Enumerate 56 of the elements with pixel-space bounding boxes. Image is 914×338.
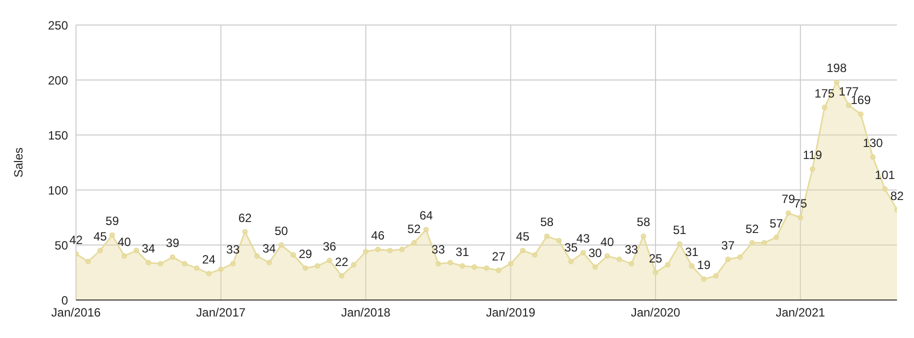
data-label: 79 xyxy=(782,192,796,206)
y-axis-title: Sales xyxy=(11,147,26,178)
data-label: 57 xyxy=(770,216,784,230)
data-label: 50 xyxy=(274,224,288,238)
data-label: 22 xyxy=(334,254,349,269)
data-label: 40 xyxy=(600,235,614,249)
y-tick-label: 50 xyxy=(54,238,68,252)
data-label: 27 xyxy=(492,249,506,264)
x-tick-label: Jan/2019 xyxy=(486,306,536,320)
data-label: 39 xyxy=(166,236,180,250)
data-label: 36 xyxy=(322,239,337,254)
data-label: 19 xyxy=(697,258,711,272)
data-label: 58 xyxy=(636,215,650,230)
data-label: 46 xyxy=(371,228,385,242)
data-label: 52 xyxy=(407,222,422,236)
data-label: 33 xyxy=(226,242,240,257)
data-label: 24 xyxy=(202,252,216,267)
data-label: 37 xyxy=(721,238,735,252)
data-label: 34 xyxy=(262,242,276,256)
data-label: 82 xyxy=(890,188,904,203)
y-tick-label: 200 xyxy=(48,73,68,88)
data-label: 33 xyxy=(432,242,446,257)
x-tick-label: Jan/2018 xyxy=(341,306,391,320)
data-label: 175 xyxy=(814,86,835,100)
data-label: 130 xyxy=(862,136,884,150)
y-tick-label: 150 xyxy=(48,128,68,142)
data-label: 101 xyxy=(874,168,896,182)
data-label: 29 xyxy=(298,247,312,262)
data-label: 35 xyxy=(564,240,578,254)
data-label: 31 xyxy=(685,244,699,259)
x-tick-label: Jan/2020 xyxy=(630,306,681,320)
data-label: 62 xyxy=(238,210,252,225)
data-label: 75 xyxy=(794,196,808,210)
data-label: 58 xyxy=(540,215,554,230)
data-label: 40 xyxy=(118,235,132,249)
data-label: 119 xyxy=(802,148,822,162)
y-tick-label: 250 xyxy=(48,18,68,32)
data-label: 198 xyxy=(826,61,847,76)
data-label: 45 xyxy=(93,230,108,244)
data-label: 64 xyxy=(419,208,434,223)
data-label: 42 xyxy=(69,232,83,247)
data-label: 52 xyxy=(745,222,760,236)
data-label: 43 xyxy=(576,232,590,246)
data-label: 31 xyxy=(456,244,470,259)
data-label: 33 xyxy=(624,242,638,257)
data-label: 30 xyxy=(588,246,602,260)
x-tick-label: Jan/2017 xyxy=(196,306,246,320)
data-label: 45 xyxy=(516,230,530,244)
x-tick-label: Jan/2016 xyxy=(51,306,102,320)
y-tick-label: 0 xyxy=(61,293,68,308)
data-label: 51 xyxy=(672,222,687,237)
data-label: 59 xyxy=(106,214,120,228)
data-label: 34 xyxy=(142,242,156,256)
x-tick-label: Jan/2021 xyxy=(776,306,826,320)
data-label: 25 xyxy=(648,252,663,266)
y-tick-label: 100 xyxy=(48,183,68,198)
